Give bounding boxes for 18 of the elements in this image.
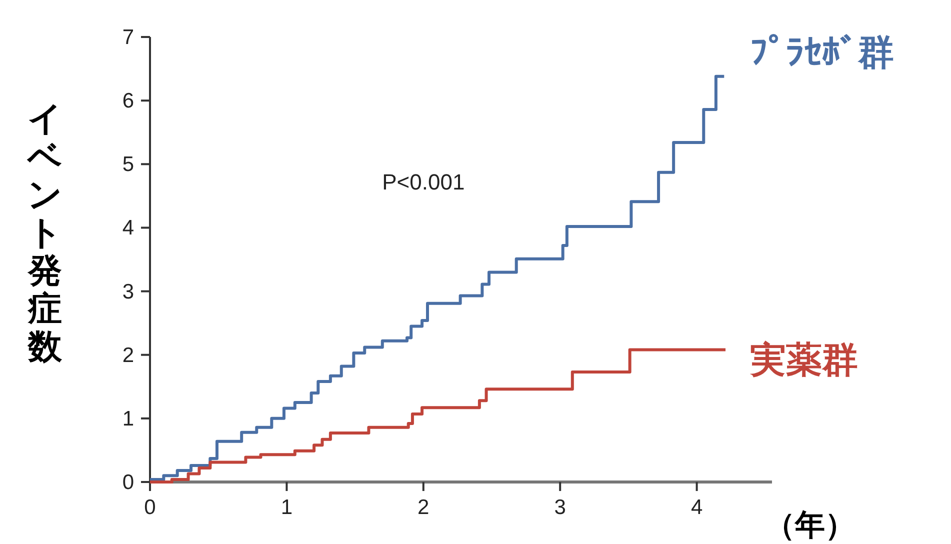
y-tick-label: 4: [122, 216, 134, 240]
y-tick-label: 1: [122, 407, 134, 430]
x-tick-label: 0: [144, 496, 156, 519]
x-tick-label: 4: [690, 496, 703, 519]
x-tick-label: 1: [280, 496, 293, 519]
annotation: P<0.001: [382, 170, 465, 195]
x-tick-label: 2: [418, 496, 430, 519]
x-tick-label: 3: [554, 496, 566, 519]
y-tick-label: 3: [122, 280, 134, 304]
y-tick-label: 6: [122, 90, 134, 113]
y-tick-label: 2: [122, 344, 134, 367]
y-tick-label: 7: [122, 26, 134, 49]
y-axis-title: イベント発症数: [26, 100, 63, 366]
series-label: 実薬群: [749, 338, 858, 380]
y-tick-label: 5: [122, 153, 134, 176]
series-label: ﾌﾟﾗｾﾎﾞ群: [750, 31, 894, 72]
y-tick-label: 0: [122, 471, 134, 494]
x-axis-title: （年）: [765, 509, 855, 542]
